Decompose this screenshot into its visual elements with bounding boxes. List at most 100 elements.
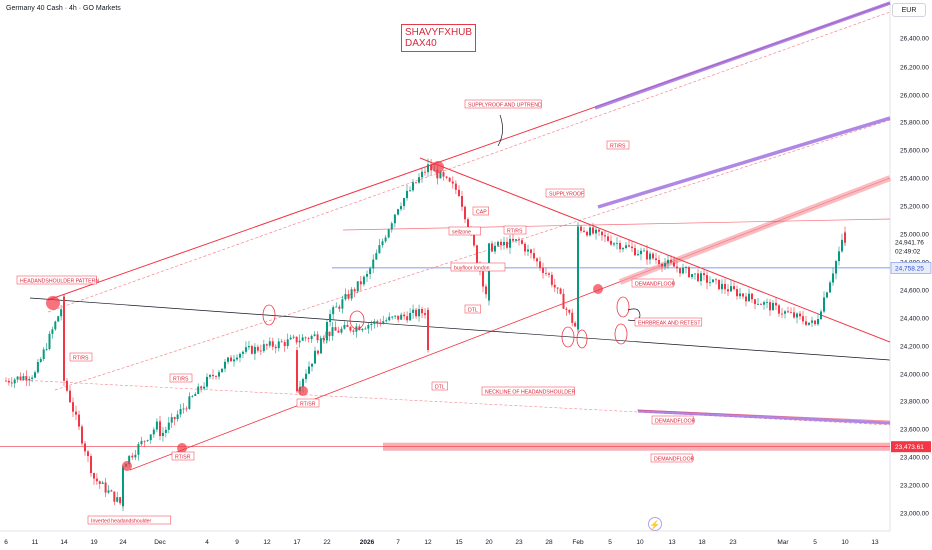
candle-body [637,254,639,256]
candle-body [805,321,807,325]
candle-body [406,190,408,199]
candle-body [119,497,122,504]
candle-body [751,293,753,300]
candle-body [387,229,390,238]
candle-body [784,311,786,314]
candle-body [403,198,405,207]
candle-body [87,451,89,457]
time-tick-label: 23 [729,539,737,546]
candle-body [412,309,415,313]
candle-body [353,289,356,292]
candle-body [390,223,393,230]
candle-body [397,209,399,215]
candle-body [464,206,466,220]
candle-body [161,432,164,437]
candle-body [188,396,191,409]
candle-body [271,341,274,347]
candle-body [224,361,226,369]
candle-body [146,440,149,441]
price-tick-label: 25,200.00 [900,204,929,211]
ellipse-marker [576,329,588,349]
neckline-line [29,297,891,361]
candle-body [209,374,211,377]
candle-body [320,338,322,354]
candle-body [745,296,747,302]
time-tick-label: 9 [235,539,239,546]
candle-body [78,414,80,427]
candle-body [218,372,220,377]
candle-body [265,344,268,346]
candle-body [277,341,280,349]
candle-body [57,316,60,322]
candle-body [170,417,173,423]
candle-body [461,195,463,207]
candle-body [506,241,508,248]
candle-body [592,227,594,234]
pivot-circle [177,443,187,453]
candle-body [335,306,338,308]
price-tick-label: 26,200.00 [900,65,929,72]
time-tick-label: Feb [572,539,584,546]
candle-body [580,226,582,231]
candle-body [28,378,31,381]
candle-body [412,182,414,191]
annotation-label: Inverted headandshoulder [91,519,152,525]
candle-body [167,422,170,430]
candle-body [482,271,484,287]
candle-body [244,347,247,352]
candle-body [527,249,529,252]
candle-body [703,273,705,276]
candle-body [113,491,116,502]
candle-body [42,349,45,359]
candle-body [781,313,783,315]
candle-body [128,455,131,465]
candle-body [718,279,720,290]
candle-body [356,281,359,292]
annotation-box [448,226,481,236]
candle-body [476,245,478,263]
candle-body [176,414,179,420]
candle-body [394,315,397,317]
time-tick-label: 19 [90,539,98,546]
candle-body [332,307,335,315]
candle-body [328,331,331,336]
candle-body [296,350,298,392]
pivot-circle [46,296,60,310]
candle-body [75,411,77,415]
annotation-label: NECKLINE OF HEADANDSHOULDER [485,390,575,396]
candle-body [268,341,271,346]
candle-body [565,308,568,310]
candle-body [104,482,107,493]
candle-body [421,308,424,314]
candle-body [473,232,475,246]
candle-body [524,243,526,252]
pivot-circle [122,461,132,471]
price-tick-label: 24,000.00 [900,372,929,379]
candle-body [45,348,48,350]
candle-body [709,282,711,284]
candle-body [571,312,574,323]
candle-body [418,308,421,317]
annotation-label: buyfloor london [454,266,490,272]
currency-selector[interactable]: EUR [892,3,926,17]
candle-body [766,302,768,303]
candle-body [346,324,349,327]
candle-body [406,316,409,321]
candle-body [664,263,666,267]
candle-body [772,302,774,311]
candle-body [326,321,328,336]
candle-body [562,293,565,309]
annotation-label: RT/RS [610,144,626,150]
time-tick-label: 28 [545,539,553,546]
candle-body [610,240,612,245]
candle-body [769,302,771,311]
price-tick-label: 26,000.00 [900,93,929,100]
time-tick-label: 10 [841,539,849,546]
candle-body [25,376,28,381]
brand-name: SHAVYFXHUB [405,27,473,38]
candle-body [182,408,185,410]
candle-body [697,273,699,282]
flash-icon[interactable]: ⚡ [648,517,662,531]
pivot-circle [432,161,444,173]
